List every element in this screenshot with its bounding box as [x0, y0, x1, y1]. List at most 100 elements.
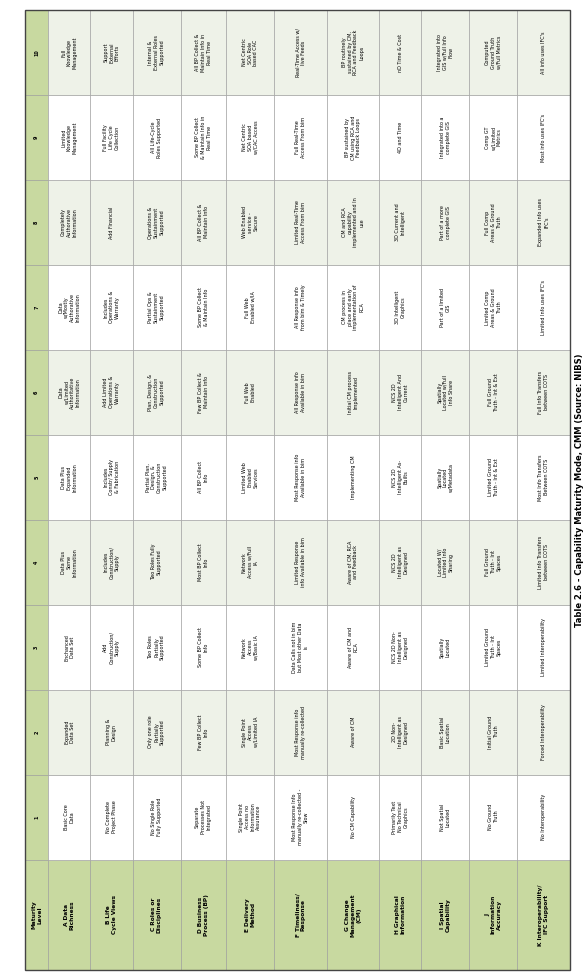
Polygon shape [226, 690, 274, 774]
Polygon shape [133, 605, 181, 690]
Polygon shape [133, 265, 181, 350]
Text: 4D and Time: 4D and Time [398, 122, 403, 153]
Polygon shape [133, 435, 181, 519]
Polygon shape [327, 435, 379, 519]
Text: Single Point
Access
w/Limited IA: Single Point Access w/Limited IA [242, 717, 259, 748]
Polygon shape [25, 180, 49, 265]
Text: All info uses IFC's: All info uses IFC's [541, 31, 546, 74]
Text: BP sustained by
CM using RCA and
Feedback Loops: BP sustained by CM using RCA and Feedbac… [345, 116, 362, 160]
Polygon shape [181, 519, 226, 605]
Polygon shape [421, 605, 469, 690]
Text: Comp GT
w/Limited
Metrics: Comp GT w/Limited Metrics [485, 125, 502, 150]
Text: Limited
Knowledge
Management: Limited Knowledge Management [61, 122, 78, 154]
Polygon shape [274, 180, 327, 265]
Text: nD Time & Cost: nD Time & Cost [398, 33, 403, 72]
Polygon shape [25, 435, 49, 519]
Polygon shape [49, 265, 91, 350]
Polygon shape [91, 435, 133, 519]
Polygon shape [517, 859, 570, 970]
Polygon shape [49, 519, 91, 605]
Polygon shape [517, 519, 570, 605]
Polygon shape [421, 10, 469, 95]
Text: Integrated into
GIS w/Full Info
Flow: Integrated into GIS w/Full Info Flow [437, 34, 454, 71]
Text: Part of a more
complete GIS: Part of a more complete GIS [440, 205, 451, 240]
Text: 6: 6 [34, 391, 39, 394]
Text: Few BP Collect
Info: Few BP Collect Info [198, 714, 209, 750]
Polygon shape [274, 774, 327, 859]
Polygon shape [327, 95, 379, 180]
Text: Data
w/Limited
Authoritative
Information: Data w/Limited Authoritative Information [58, 376, 81, 409]
Polygon shape [25, 519, 49, 605]
Text: Completely
Authorative
Information: Completely Authorative Information [61, 208, 78, 237]
Text: Not Spatial
Located: Not Spatial Located [440, 804, 451, 831]
Text: Most info uses IFC's: Most info uses IFC's [541, 114, 546, 162]
Text: Basic Core
Data: Basic Core Data [64, 805, 75, 830]
Text: Only one role
Partially
Supported: Only one role Partially Supported [148, 715, 165, 749]
Polygon shape [327, 180, 379, 265]
Text: Aware of CM and
RCA: Aware of CM and RCA [347, 626, 359, 667]
Polygon shape [91, 350, 133, 435]
Polygon shape [327, 774, 379, 859]
Polygon shape [91, 605, 133, 690]
Text: Full Web
Enabled w/IA: Full Web Enabled w/IA [245, 291, 256, 323]
Polygon shape [517, 95, 570, 180]
Text: 3D Intelligent
Graphics: 3D Intelligent Graphics [395, 291, 406, 324]
Polygon shape [49, 350, 91, 435]
Polygon shape [517, 180, 570, 265]
Text: Plan, Design, &
Construction
Supported: Plan, Design, & Construction Supported [148, 373, 165, 411]
Text: All BP Collect
Info: All BP Collect Info [198, 462, 209, 493]
Polygon shape [469, 605, 517, 690]
Text: 8: 8 [34, 220, 39, 224]
Text: Real-Time Access w/
live Feeds: Real-Time Access w/ live Feeds [295, 28, 306, 77]
Text: All Response info
Available in bim: All Response info Available in bim [295, 371, 306, 414]
Polygon shape [181, 180, 226, 265]
Text: Some BP Collect
& Maintain Info: Some BP Collect & Maintain Info [198, 287, 209, 327]
Text: All BP Collect &
Maintain Info in
Real Time: All BP Collect & Maintain Info in Real T… [195, 33, 212, 72]
Text: No CM Capability: No CM Capability [350, 796, 356, 838]
Polygon shape [181, 690, 226, 774]
Polygon shape [379, 95, 421, 180]
Text: Full Comp
Areas & Ground
Truth: Full Comp Areas & Ground Truth [485, 203, 502, 242]
Polygon shape [91, 95, 133, 180]
Polygon shape [133, 95, 181, 180]
Polygon shape [181, 10, 226, 95]
Polygon shape [421, 350, 469, 435]
Text: Full Real-Time
Access From bim: Full Real-Time Access From bim [295, 117, 306, 158]
Polygon shape [181, 265, 226, 350]
Text: Data
w/Mostly
Authorative
Information: Data w/Mostly Authorative Information [58, 293, 81, 321]
Text: 5: 5 [34, 475, 39, 479]
Polygon shape [25, 265, 49, 350]
Polygon shape [421, 435, 469, 519]
Text: Spatially
Located w/Full
Info Share: Spatially Located w/Full Info Share [437, 375, 454, 410]
Text: NCS 2D
Intelligent as
Designed: NCS 2D Intelligent as Designed [392, 546, 409, 578]
Polygon shape [274, 605, 327, 690]
Polygon shape [91, 690, 133, 774]
Text: Limited Real-Time
Access From bim: Limited Real-Time Access From bim [295, 201, 306, 244]
Polygon shape [421, 95, 469, 180]
Polygon shape [469, 180, 517, 265]
Text: 7: 7 [34, 306, 39, 309]
Text: Full Facility
Life Cycle
Collection: Full Facility Life Cycle Collection [103, 124, 120, 151]
Text: D Business
Process (BP): D Business Process (BP) [198, 894, 209, 936]
Polygon shape [274, 690, 327, 774]
Polygon shape [49, 435, 91, 519]
Text: All Life-Cycle
Roles Supported: All Life-Cycle Roles Supported [151, 118, 162, 158]
Polygon shape [49, 774, 91, 859]
Polygon shape [274, 95, 327, 180]
Polygon shape [274, 265, 327, 350]
Text: Net Centric
SOA Role
based CAC: Net Centric SOA Role based CAC [242, 38, 259, 67]
Text: Limited Interoperability: Limited Interoperability [541, 618, 546, 676]
Polygon shape [517, 690, 570, 774]
Text: Aware of CM: Aware of CM [350, 717, 356, 748]
Polygon shape [91, 10, 133, 95]
Polygon shape [226, 350, 274, 435]
Text: Located W/
Limited Info
Sharing: Located W/ Limited Info Sharing [437, 548, 454, 577]
Text: NCS 2D
Intelligent And
Current: NCS 2D Intelligent And Current [392, 374, 409, 411]
Polygon shape [25, 350, 49, 435]
Polygon shape [469, 95, 517, 180]
Polygon shape [181, 435, 226, 519]
Text: Network
Access w/Full
IA: Network Access w/Full IA [242, 546, 259, 578]
Text: Planning &
Design: Planning & Design [106, 719, 117, 746]
Polygon shape [274, 10, 327, 95]
Polygon shape [226, 859, 274, 970]
